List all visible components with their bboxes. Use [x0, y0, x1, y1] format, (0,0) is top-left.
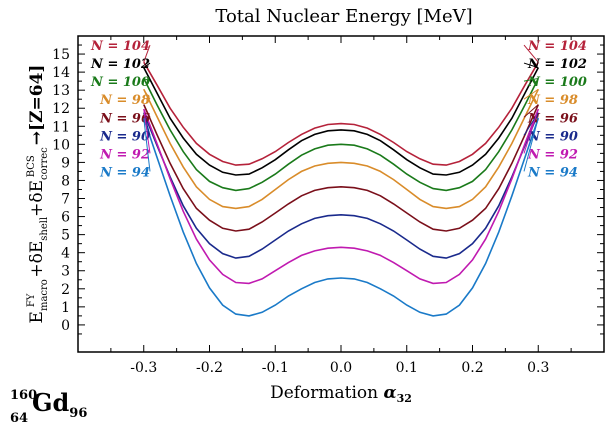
x-tick-label: -0.1 [262, 360, 289, 376]
y-tick-label: 1 [61, 300, 70, 316]
series-label-right: N = 92 [527, 147, 578, 162]
label-leader-right [523, 104, 539, 118]
y-tick-label: 5 [61, 228, 70, 244]
label-leader-right [523, 88, 539, 100]
y-tick-label: 6 [61, 210, 70, 226]
nucleus-mass: 160 [10, 388, 38, 403]
series-label-right: N = 100 [527, 75, 587, 90]
x-tick-label: 0.1 [396, 360, 418, 376]
nucleus-charge: 64 [10, 411, 29, 426]
x-tick-label: 0.3 [527, 360, 549, 376]
y-tick-label: 9 [61, 155, 70, 171]
x-tick-label: -0.2 [196, 360, 223, 376]
y-tick-label: 10 [52, 137, 70, 153]
label-leader-right [523, 118, 539, 172]
label-leader-left [143, 77, 151, 82]
x-axis-label-text: Deformation [270, 383, 383, 403]
x-axis-label: Deformation α32 [270, 383, 412, 405]
label-leader-right [523, 44, 539, 63]
series-line [143, 61, 539, 166]
label-leader-left [143, 104, 151, 118]
label-leader-right [523, 62, 539, 69]
series-label-right: N = 102 [527, 57, 587, 72]
y-tick-label: 0 [61, 318, 70, 334]
series-label-left: N = 104 [90, 39, 150, 54]
series-label-right: N = 90 [527, 129, 578, 144]
series-label-left: N = 102 [90, 57, 150, 72]
series-line [143, 104, 540, 232]
y-tick-label: 15 [52, 47, 70, 63]
y-tick-label: 7 [61, 192, 70, 208]
series-line [143, 88, 540, 210]
nucleus-isotope: 160 64 [10, 389, 37, 425]
label-leader-left [143, 89, 151, 100]
y-axis-label: EmacroFY+δEshell+δEcorrecBCS→[Z=64] [26, 65, 50, 324]
x-axis: -0.3 -0.2 -0.1 0.0 0.1 0.2 0.3 [110, 36, 572, 376]
chart-title: Total Nuclear Energy [MeV] [215, 6, 472, 27]
series-label-left: N = 98 [99, 93, 150, 108]
label-leader-right [523, 77, 539, 82]
x-tick-label: -0.3 [130, 360, 157, 376]
y-tick-label: 14 [52, 65, 70, 81]
y-tick-label: 11 [52, 119, 70, 135]
series-label-left: N = 96 [99, 111, 150, 126]
y-tick-label: 4 [61, 246, 70, 262]
series-labels: N = 104 N = 104 N = 102 N = 102 N = 100 N = 1… [90, 39, 587, 180]
series-label-right: N = 98 [527, 93, 578, 108]
series-line [143, 78, 540, 192]
nucleus-symbol: Gd [32, 388, 70, 417]
series-line [143, 108, 540, 285]
nucleus-neutrons: 96 [69, 406, 88, 421]
label-leader-left [143, 109, 151, 154]
y-tick-label: 2 [61, 282, 70, 298]
series-label-left: N = 90 [99, 129, 150, 144]
series-label-left: N = 94 [99, 165, 150, 180]
y-tick-label: 12 [52, 101, 70, 117]
label-leader-right [523, 108, 539, 154]
series-line [143, 117, 540, 317]
series-label-right: N = 104 [527, 39, 587, 54]
y-tick-label: 13 [52, 83, 70, 99]
series-label-right: N = 96 [527, 111, 578, 126]
label-leader-left [143, 118, 151, 172]
x-tick-label: 0.0 [330, 360, 352, 376]
svg-text:EmacroFY+δEshell+δEcorrecBCS→[: EmacroFY+δEshell+δEcorrecBCS→[Z=64] [26, 65, 50, 324]
series-label-right: N = 94 [527, 165, 578, 180]
series-curves [143, 61, 540, 317]
series-label-left: N = 100 [90, 75, 150, 90]
label-leader-left [143, 44, 151, 63]
y-tick-label: 3 [61, 264, 70, 280]
series-line [143, 112, 540, 259]
label-leader-left [143, 62, 151, 69]
y-tick-label: 8 [61, 173, 70, 189]
x-tick-label: 0.2 [461, 360, 483, 376]
nucleus-label: 160 64 Gd96 [10, 388, 88, 425]
series-label-left: N = 92 [99, 147, 150, 162]
series-line [143, 67, 540, 176]
